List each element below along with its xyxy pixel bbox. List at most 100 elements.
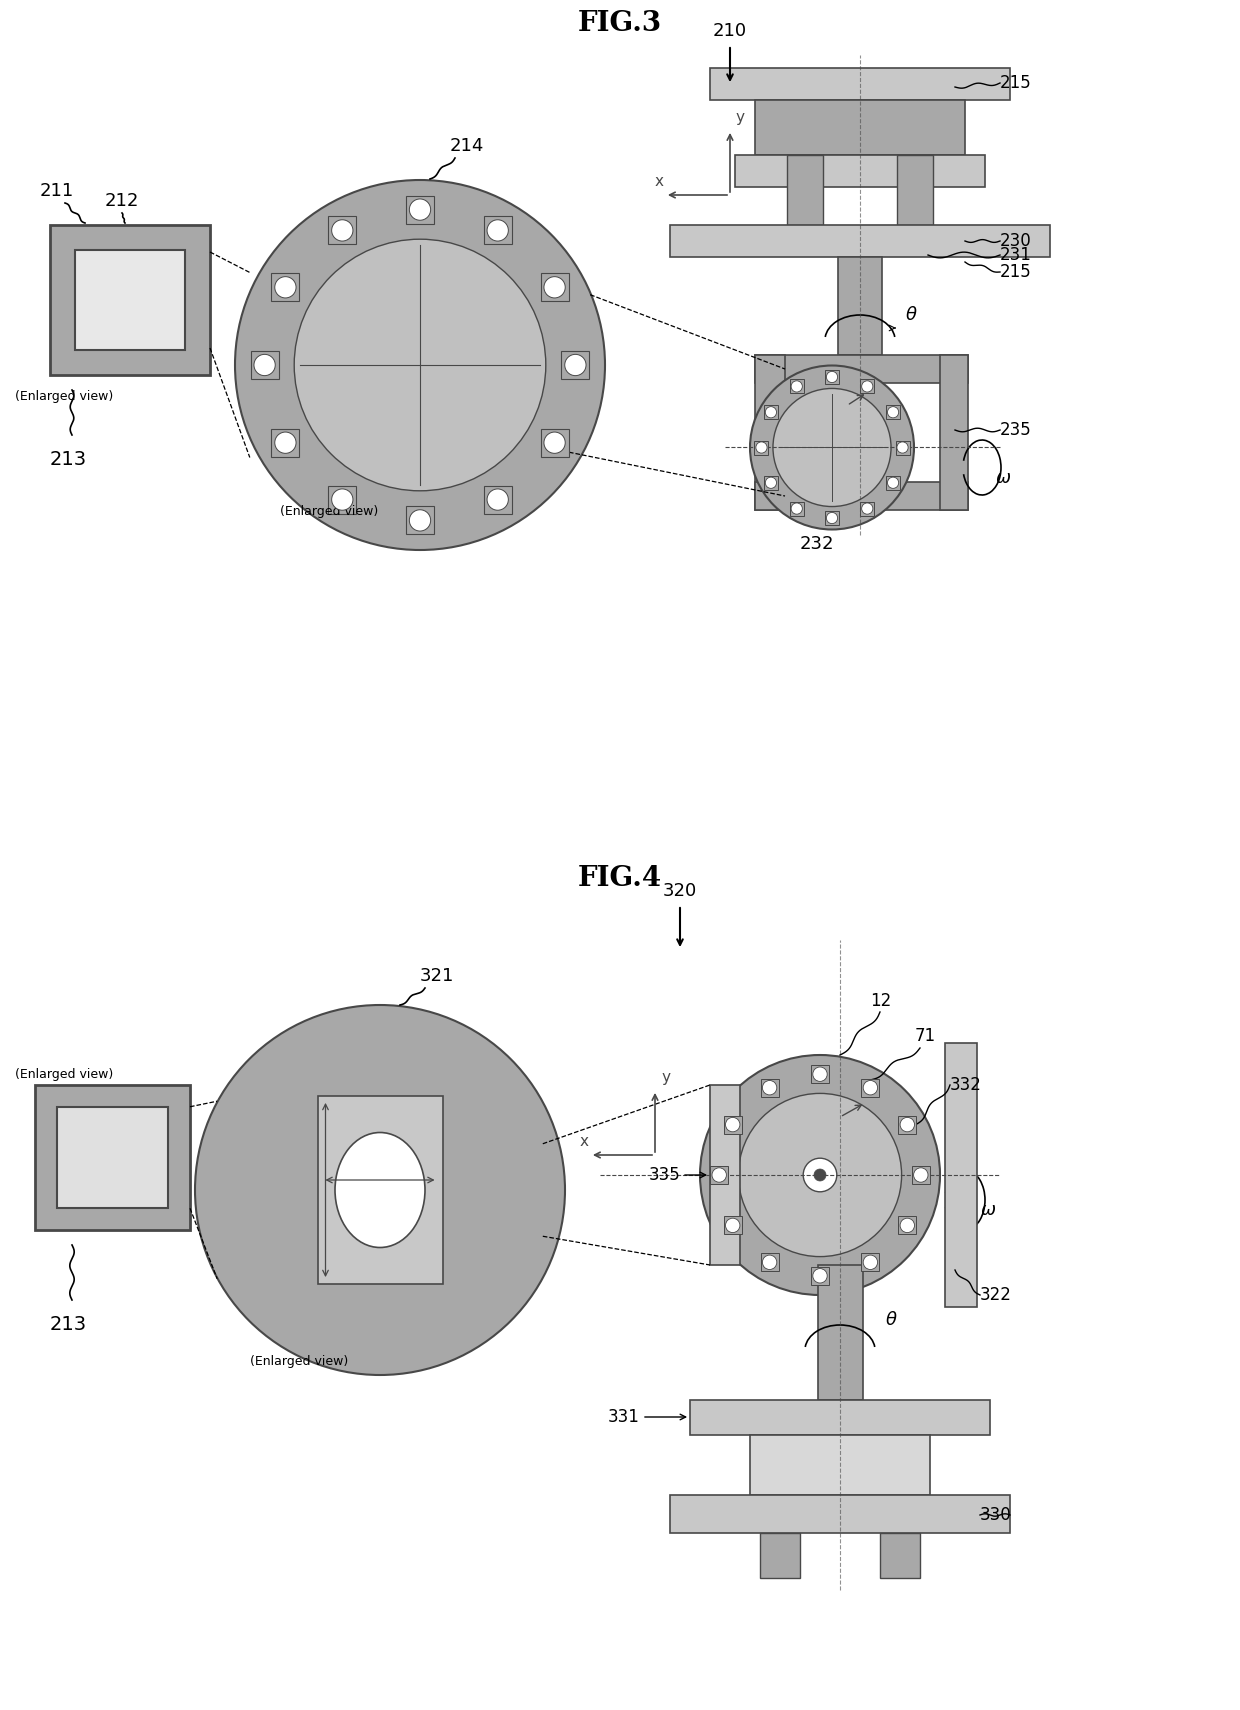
Bar: [405, 195, 434, 224]
Bar: [861, 380, 874, 393]
Bar: [755, 356, 785, 510]
Bar: [897, 156, 932, 226]
Bar: [861, 501, 874, 516]
Bar: [272, 429, 299, 457]
Bar: [562, 351, 589, 380]
Circle shape: [331, 221, 353, 241]
Text: 235: 235: [999, 421, 1032, 439]
Bar: [329, 486, 356, 513]
Bar: [755, 482, 968, 510]
Circle shape: [813, 1170, 826, 1182]
Bar: [842, 383, 878, 402]
Bar: [862, 1253, 879, 1271]
Circle shape: [750, 366, 914, 530]
Text: 332: 332: [950, 1076, 982, 1094]
Circle shape: [487, 221, 508, 241]
Circle shape: [254, 354, 275, 376]
Bar: [35, 1086, 190, 1229]
Bar: [825, 369, 839, 385]
Circle shape: [275, 433, 296, 453]
Text: 320: 320: [663, 882, 697, 899]
Bar: [670, 1495, 1011, 1532]
Circle shape: [826, 513, 837, 523]
Circle shape: [914, 1168, 928, 1182]
Bar: [541, 429, 569, 457]
Text: 330: 330: [980, 1507, 1012, 1524]
Bar: [817, 1265, 863, 1400]
Bar: [911, 1166, 930, 1183]
Bar: [898, 1216, 916, 1235]
Text: $\omega$: $\omega$: [994, 469, 1012, 487]
Bar: [898, 1115, 916, 1134]
Ellipse shape: [335, 1132, 425, 1248]
Circle shape: [888, 477, 899, 489]
Bar: [945, 1043, 977, 1306]
Text: (Enlarged view): (Enlarged view): [280, 504, 378, 518]
Bar: [689, 1400, 990, 1435]
Circle shape: [564, 354, 587, 376]
Circle shape: [275, 277, 296, 298]
Text: (Enlarged view): (Enlarged view): [250, 1354, 348, 1368]
Circle shape: [791, 381, 802, 392]
Text: 322: 322: [980, 1286, 1012, 1305]
Text: x: x: [655, 174, 663, 190]
Text: FIG.4: FIG.4: [578, 865, 662, 893]
Circle shape: [900, 1117, 914, 1132]
Bar: [880, 1532, 920, 1578]
Bar: [711, 68, 1011, 99]
Text: $\theta$: $\theta$: [905, 306, 918, 323]
Circle shape: [701, 1055, 940, 1294]
Bar: [760, 1079, 779, 1096]
Text: y: y: [661, 1070, 670, 1086]
Circle shape: [763, 1255, 776, 1269]
Bar: [484, 486, 512, 513]
Bar: [764, 405, 777, 419]
Circle shape: [812, 1067, 827, 1081]
Circle shape: [863, 1081, 878, 1094]
Circle shape: [331, 489, 353, 510]
Text: 210: 210: [713, 22, 746, 39]
Circle shape: [863, 1255, 878, 1269]
Bar: [895, 441, 909, 455]
Text: 321: 321: [420, 966, 454, 985]
Circle shape: [544, 433, 565, 453]
Text: 71: 71: [915, 1028, 936, 1045]
Circle shape: [862, 503, 873, 515]
Bar: [750, 1435, 930, 1495]
Text: 215: 215: [999, 263, 1032, 280]
Text: 211: 211: [40, 181, 74, 200]
Text: 12: 12: [870, 992, 892, 1011]
Bar: [862, 1079, 879, 1096]
Bar: [811, 1267, 830, 1284]
Bar: [50, 226, 210, 374]
Text: 331: 331: [608, 1407, 640, 1426]
Bar: [887, 475, 900, 489]
Bar: [825, 511, 839, 525]
Circle shape: [804, 1158, 837, 1192]
Circle shape: [826, 371, 837, 383]
Text: 214: 214: [450, 137, 485, 156]
Circle shape: [409, 198, 430, 221]
Bar: [790, 380, 804, 393]
Circle shape: [897, 441, 908, 453]
Bar: [724, 1115, 742, 1134]
Bar: [940, 356, 968, 510]
Circle shape: [862, 381, 873, 392]
Bar: [711, 1086, 740, 1265]
Bar: [711, 1166, 728, 1183]
Circle shape: [756, 441, 768, 453]
Text: $\omega$: $\omega$: [980, 1200, 996, 1219]
Bar: [760, 1532, 800, 1578]
Circle shape: [773, 388, 892, 506]
Circle shape: [712, 1168, 727, 1182]
Bar: [484, 217, 512, 245]
Circle shape: [487, 489, 508, 510]
Bar: [755, 99, 965, 156]
Text: 215: 215: [999, 74, 1032, 92]
Bar: [764, 475, 777, 489]
Circle shape: [812, 1269, 827, 1282]
Text: 213: 213: [50, 450, 87, 469]
Bar: [837, 256, 883, 356]
Bar: [724, 1216, 742, 1235]
Text: 230: 230: [999, 233, 1032, 250]
